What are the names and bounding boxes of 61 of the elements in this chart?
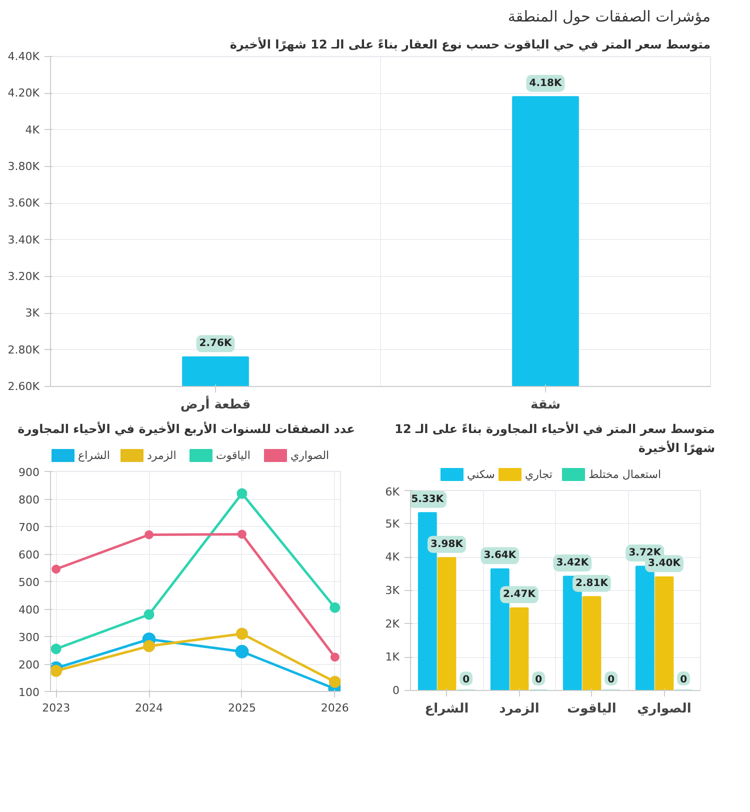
- chart-subtitle: متوسط سعر المتر في حي الياقوت حسب نوع العقار بناءً على الـ 12 شهرًا الأخيرة: [230, 36, 711, 52]
- x-tick-label: 2025: [228, 702, 256, 715]
- y-tick-label: 600: [18, 548, 40, 562]
- y-tick-label: 300: [18, 631, 40, 644]
- legend-label: الصواري: [290, 449, 330, 462]
- y-tick-label: 200: [18, 658, 40, 672]
- legend-label: الياقوت: [216, 449, 250, 462]
- x-tick-label: 2026: [320, 702, 349, 715]
- y-tick-label: 2K: [385, 618, 400, 631]
- x-tick-label: الصواري: [637, 702, 692, 717]
- legend-label: الزمرد: [147, 449, 176, 462]
- y-tick-label: 1K: [385, 651, 400, 664]
- data-label: 0: [680, 674, 688, 686]
- chart-title: متوسط سعر المتر في الأحياء المجاورة بناءً على الـ 12 شهرًا الأخيرة: [394, 420, 715, 458]
- data-label: 3.42K: [556, 558, 590, 569]
- x-tick-label: شقة: [530, 398, 561, 412]
- y-tick-label: 4K: [385, 551, 400, 564]
- x-tick-label: الياقوت: [567, 702, 616, 717]
- data-label: 0: [608, 674, 615, 686]
- y-tick-label: 4.40K: [8, 50, 40, 63]
- y-tick-label: 3K: [385, 584, 400, 598]
- x-tick-label: الشراع: [424, 702, 469, 717]
- data-label: 2.81K: [576, 578, 610, 590]
- x-tick-label: قطعة أرض: [180, 396, 251, 412]
- data-label: 2.47K: [503, 590, 537, 601]
- y-tick-label: 3.40K: [8, 233, 40, 246]
- chart-title: مؤشرات الصفقات حول المنطقة: [508, 8, 710, 26]
- data-label: 0: [462, 674, 470, 686]
- y-tick-label: 700: [18, 521, 40, 534]
- y-tick-label: 2.60K: [8, 380, 40, 393]
- y-tick-label: 5K: [385, 518, 400, 531]
- legend-label: تجاري: [525, 468, 552, 482]
- y-tick-label: 3.80K: [8, 160, 40, 173]
- data-label: 2.76K: [199, 338, 233, 350]
- data-label: 3.64K: [484, 550, 518, 562]
- y-tick-label: 100: [18, 686, 40, 700]
- y-tick-label: 800: [18, 494, 40, 507]
- y-tick-label: 500: [18, 576, 40, 590]
- y-tick-label: 3K: [25, 306, 40, 320]
- x-tick-label: 2023: [42, 702, 70, 715]
- data-label: 3.72K: [628, 548, 662, 559]
- data-label: 5.33K: [411, 494, 445, 506]
- x-tick-label: 2024: [135, 702, 164, 715]
- legend-label: سكني: [467, 468, 495, 482]
- data-label: 3.98K: [430, 539, 464, 550]
- legend-label: استعمال مختلط: [588, 468, 661, 482]
- x-tick-label: الزمرد: [499, 702, 540, 717]
- y-tick-label: 900: [18, 466, 40, 480]
- y-tick-label: 3.20K: [8, 270, 40, 283]
- y-tick-label: 3.60K: [8, 196, 40, 210]
- data-label: 0: [535, 674, 542, 686]
- y-tick-label: 4.20K: [8, 86, 40, 100]
- y-tick-label: 0: [392, 684, 400, 698]
- y-tick-label: 6K: [385, 486, 400, 499]
- data-label: 3.40K: [648, 558, 682, 570]
- y-tick-label: 4K: [25, 123, 40, 136]
- legend-label: الشراع: [78, 449, 110, 462]
- y-tick-label: 2.80K: [8, 343, 40, 356]
- data-label: 4.18K: [529, 78, 563, 89]
- y-tick-label: 400: [18, 604, 40, 617]
- chart-title: عدد الصفقات للسنوات الأربع الأخيرة في الأحياء المجاورة: [18, 420, 355, 438]
